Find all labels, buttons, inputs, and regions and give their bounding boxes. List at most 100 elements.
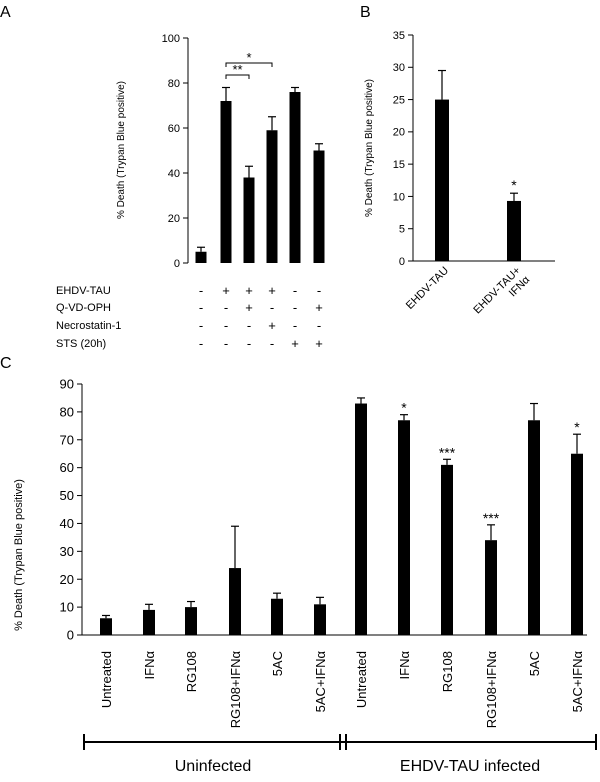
panel-a-condition-sign: - — [270, 300, 274, 315]
panel-c-y-tick-label: 60 — [60, 460, 74, 475]
panel-c-chart: % Death (Trypan Blue positive) 0 10 20 30 40… — [13, 377, 597, 775]
panel-a-significance-bracket — [225, 74, 250, 79]
panel-a-bar — [220, 101, 232, 263]
panel-c-category-label: Untreated — [354, 651, 369, 708]
panel-a-y-tick-label: 40 — [168, 168, 180, 180]
panel-c-bar — [441, 464, 453, 635]
panel-a-condition-sign: - — [224, 336, 228, 351]
panel-a-y-label: % Death (Trypan Blue positive) — [116, 81, 127, 219]
panel-a-y-tick-label: 80 — [168, 78, 180, 90]
panel-b-y-tick-label: 5 — [399, 224, 405, 236]
panel-a-condition-sign: + — [245, 300, 253, 315]
panel-a-significance-bracket — [225, 62, 273, 67]
panel-b-chart: % Death (Trypan Blue positive) 0 5 10 15 20 2… — [364, 30, 555, 316]
panel-c-category-label: RG108 — [440, 651, 455, 692]
panel-c-y-tick-label: 40 — [60, 516, 74, 531]
panel-c-category-label: 5AC+IFNα — [570, 651, 585, 713]
panel-a-condition-sign: - — [247, 318, 251, 333]
panel-c-y-tick-label: 30 — [60, 544, 74, 559]
panel-b-y-tick-label: 0 — [399, 256, 405, 268]
panel-a-condition-sign: - — [317, 283, 321, 298]
panel-c-bar — [314, 604, 326, 635]
panel-b-y-tick-label: 30 — [393, 62, 405, 74]
panel-c-bar — [143, 609, 155, 635]
panel-a-bar — [289, 92, 301, 263]
panel-c-significance-label: *** — [439, 444, 456, 460]
panel-a-condition-sign: - — [224, 318, 228, 333]
panel-a-condition-sign: - — [293, 318, 297, 333]
panel-c-category-label: 5AC — [527, 651, 542, 676]
panel-c-y-tick-label: 10 — [60, 600, 74, 615]
panel-a-condition-sign: - — [293, 283, 297, 298]
panel-a-significance-label: * — [246, 50, 251, 65]
panel-c-group-label: EHDV-TAU infected — [400, 758, 540, 775]
panel-c-bar — [485, 540, 497, 635]
panel-a-condition-sign: - — [293, 300, 297, 315]
panel-b-significance-label: * — [511, 177, 517, 193]
panel-c-bar — [271, 598, 283, 635]
panel-c-category-label: RG108+IFNα — [228, 651, 243, 729]
panel-a-condition-sign: - — [199, 300, 203, 315]
panel-b-y-label: % Death (Trypan Blue positive) — [364, 79, 375, 217]
panel-c-y-tick-label: 70 — [60, 432, 74, 447]
panel-c-bar — [398, 420, 410, 635]
panel-b-y-tick-label: 20 — [393, 127, 405, 139]
panel-a-significance-label: ** — [232, 62, 242, 77]
panel-a-condition-sign: + — [268, 318, 276, 333]
panel-a-condition-sign: + — [222, 283, 230, 298]
panel-c-y-tick-label: 20 — [60, 572, 74, 587]
panel-a-y-tick-label: 0 — [174, 258, 180, 270]
panel-a-condition-sign: - — [317, 318, 321, 333]
panel-b-y-tick-label: 35 — [393, 30, 405, 42]
panel-b-category-label-line: EHDV-TAU — [404, 265, 451, 312]
panel-c-category-label: IFNα — [397, 651, 412, 680]
panel-a-condition-sign: - — [270, 336, 274, 351]
panel-a-bar — [313, 150, 325, 263]
panel-c-category-label: Untreated — [99, 651, 114, 708]
panel-a-condition-sign: - — [247, 336, 251, 351]
panel-c-category-label: IFNα — [142, 651, 157, 680]
panel-a-bar — [243, 177, 255, 263]
panel-letter-a: A — [0, 4, 11, 21]
panel-a-condition-label: STS (20h) — [56, 338, 106, 350]
panel-c-bar — [571, 453, 583, 635]
panel-c-bar — [100, 618, 112, 635]
panel-a-condition-sign: - — [199, 283, 203, 298]
panel-c-category-label: 5AC — [270, 651, 285, 676]
panel-b-y-tick-label: 25 — [393, 94, 405, 106]
panel-a-bar — [195, 251, 207, 263]
panel-c-y-tick-label: 90 — [60, 377, 74, 392]
panel-a-condition-sign: - — [199, 336, 203, 351]
panel-b-y-tick-label: 10 — [393, 191, 405, 203]
panel-c-category-label: RG108 — [184, 651, 199, 692]
panel-a-condition-sign: + — [268, 283, 276, 298]
panel-a-condition-sign: + — [315, 300, 323, 315]
panel-c-category-label: RG108+IFNα — [484, 651, 499, 729]
panel-c-bar — [229, 568, 241, 635]
panel-c-bar — [185, 607, 197, 635]
panel-a-y-tick-label: 20 — [168, 213, 180, 225]
panel-c-y-tick-label: 80 — [60, 404, 74, 419]
panel-a-condition-label: EHDV-TAU — [56, 285, 111, 297]
panel-b-bar — [435, 99, 449, 261]
panel-c-significance-label: * — [401, 400, 407, 416]
panel-b-y-tick-label: 15 — [393, 159, 405, 171]
panel-c-significance-label: * — [574, 419, 580, 435]
panel-a-condition-sign: + — [291, 336, 299, 351]
panel-a-condition-sign: + — [315, 336, 323, 351]
panel-b-bar — [507, 200, 521, 261]
panel-c-y-tick-label: 50 — [60, 488, 74, 503]
panel-letter-c: C — [0, 355, 12, 372]
panel-c-group-label: Uninfected — [175, 758, 252, 775]
panel-c-bar — [355, 403, 367, 635]
panel-a-condition-label: Q-VD-OPH — [56, 302, 111, 314]
panel-a-chart: % Death (Trypan Blue positive) 0 20 40 60 80… — [56, 33, 325, 351]
panel-c-category-label: 5AC+IFNα — [313, 651, 328, 713]
panel-a-bar — [266, 130, 278, 263]
panel-c-y-tick-label: 0 — [67, 628, 74, 643]
panel-a-y-tick-label: 60 — [168, 123, 180, 135]
panel-a-y-tick-label: 100 — [162, 33, 180, 45]
panel-a-condition-sign: - — [199, 318, 203, 333]
panel-a-condition-sign: - — [224, 300, 228, 315]
